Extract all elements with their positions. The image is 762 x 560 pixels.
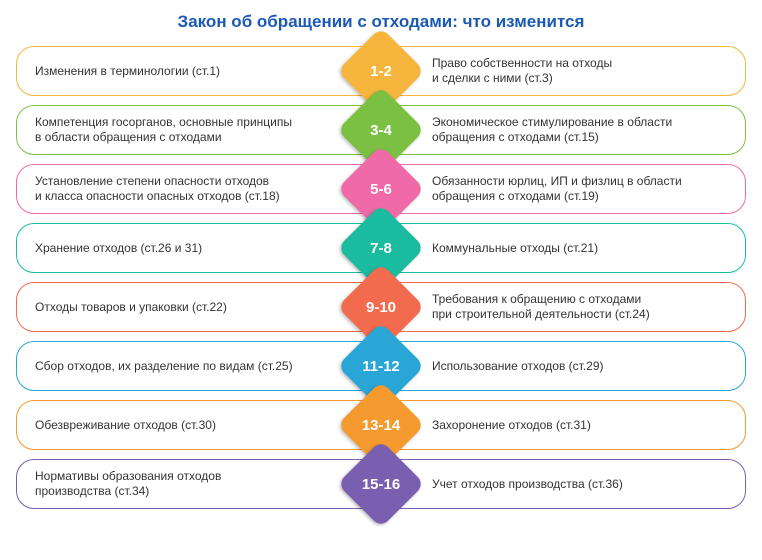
pill-right-text: Обязанности юрлиц, ИП и физлиц в области… [432,174,682,204]
pill-right: Право собственности на отходы и сделки с… [381,46,746,96]
pill-left-text: Изменения в терминологии (ст.1) [35,64,220,79]
pill-left: Отходы товаров и упаковки (ст.22) [16,282,381,332]
pill-right: Экономическое стимулирование в области о… [381,105,746,155]
pill-left-text: Обезвреживание отходов (ст.30) [35,418,216,433]
diamond-label: 15-16 [350,453,412,515]
page-title: Закон об обращении с отходами: что измен… [16,12,746,32]
pill-right: Обязанности юрлиц, ИП и физлиц в области… [381,164,746,214]
pill-right-text: Коммунальные отходы (ст.21) [432,241,598,256]
pill-left-text: Установление степени опасности отходов и… [35,174,280,204]
pill-left: Компетенция госорганов, основные принцип… [16,105,381,155]
pill-right: Захоронение отходов (ст.31) [381,400,746,450]
pill-left: Установление степени опасности отходов и… [16,164,381,214]
pill-left: Хранение отходов (ст.26 и 31) [16,223,381,273]
pill-left: Нормативы образования отходов производст… [16,459,381,509]
pill-left-text: Отходы товаров и упаковки (ст.22) [35,300,227,315]
info-row: Отходы товаров и упаковки (ст.22) Требова… [16,282,746,332]
pill-right: Требования к обращению с отходами при ст… [381,282,746,332]
info-row: Установление степени опасности отходов и… [16,164,746,214]
info-row: Хранение отходов (ст.26 и 31) Коммунальны… [16,223,746,273]
pill-right-text: Требования к обращению с отходами при ст… [432,292,650,322]
info-row: Обезвреживание отходов (ст.30) Захоронени… [16,400,746,450]
pill-right: Использование отходов (ст.29) [381,341,746,391]
pill-left-text: Нормативы образования отходов производст… [35,469,221,499]
pill-left: Изменения в терминологии (ст.1) [16,46,381,96]
info-row: Сбор отходов, их разделение по видам (ст… [16,341,746,391]
pill-left-text: Компетенция госорганов, основные принцип… [35,115,292,145]
info-row: Изменения в терминологии (ст.1) Право соб… [16,46,746,96]
pill-right: Учет отходов производства (ст.36) [381,459,746,509]
diamond-badge: 15-16 [350,453,412,515]
pill-right-text: Право собственности на отходы и сделки с… [432,56,612,86]
pill-left: Обезвреживание отходов (ст.30) [16,400,381,450]
pill-right-text: Экономическое стимулирование в области о… [432,115,672,145]
infographic-container: Закон об обращении с отходами: что измен… [0,0,762,509]
pill-left-text: Хранение отходов (ст.26 и 31) [35,241,202,256]
pill-right-text: Использование отходов (ст.29) [432,359,604,374]
info-row: Нормативы образования отходов производст… [16,459,746,509]
info-row: Компетенция госорганов, основные принцип… [16,105,746,155]
pill-right-text: Захоронение отходов (ст.31) [432,418,591,433]
pill-right-text: Учет отходов производства (ст.36) [432,477,623,492]
pill-left-text: Сбор отходов, их разделение по видам (ст… [35,359,293,374]
rows-list: Изменения в терминологии (ст.1) Право соб… [16,46,746,509]
pill-right: Коммунальные отходы (ст.21) [381,223,746,273]
pill-left: Сбор отходов, их разделение по видам (ст… [16,341,381,391]
